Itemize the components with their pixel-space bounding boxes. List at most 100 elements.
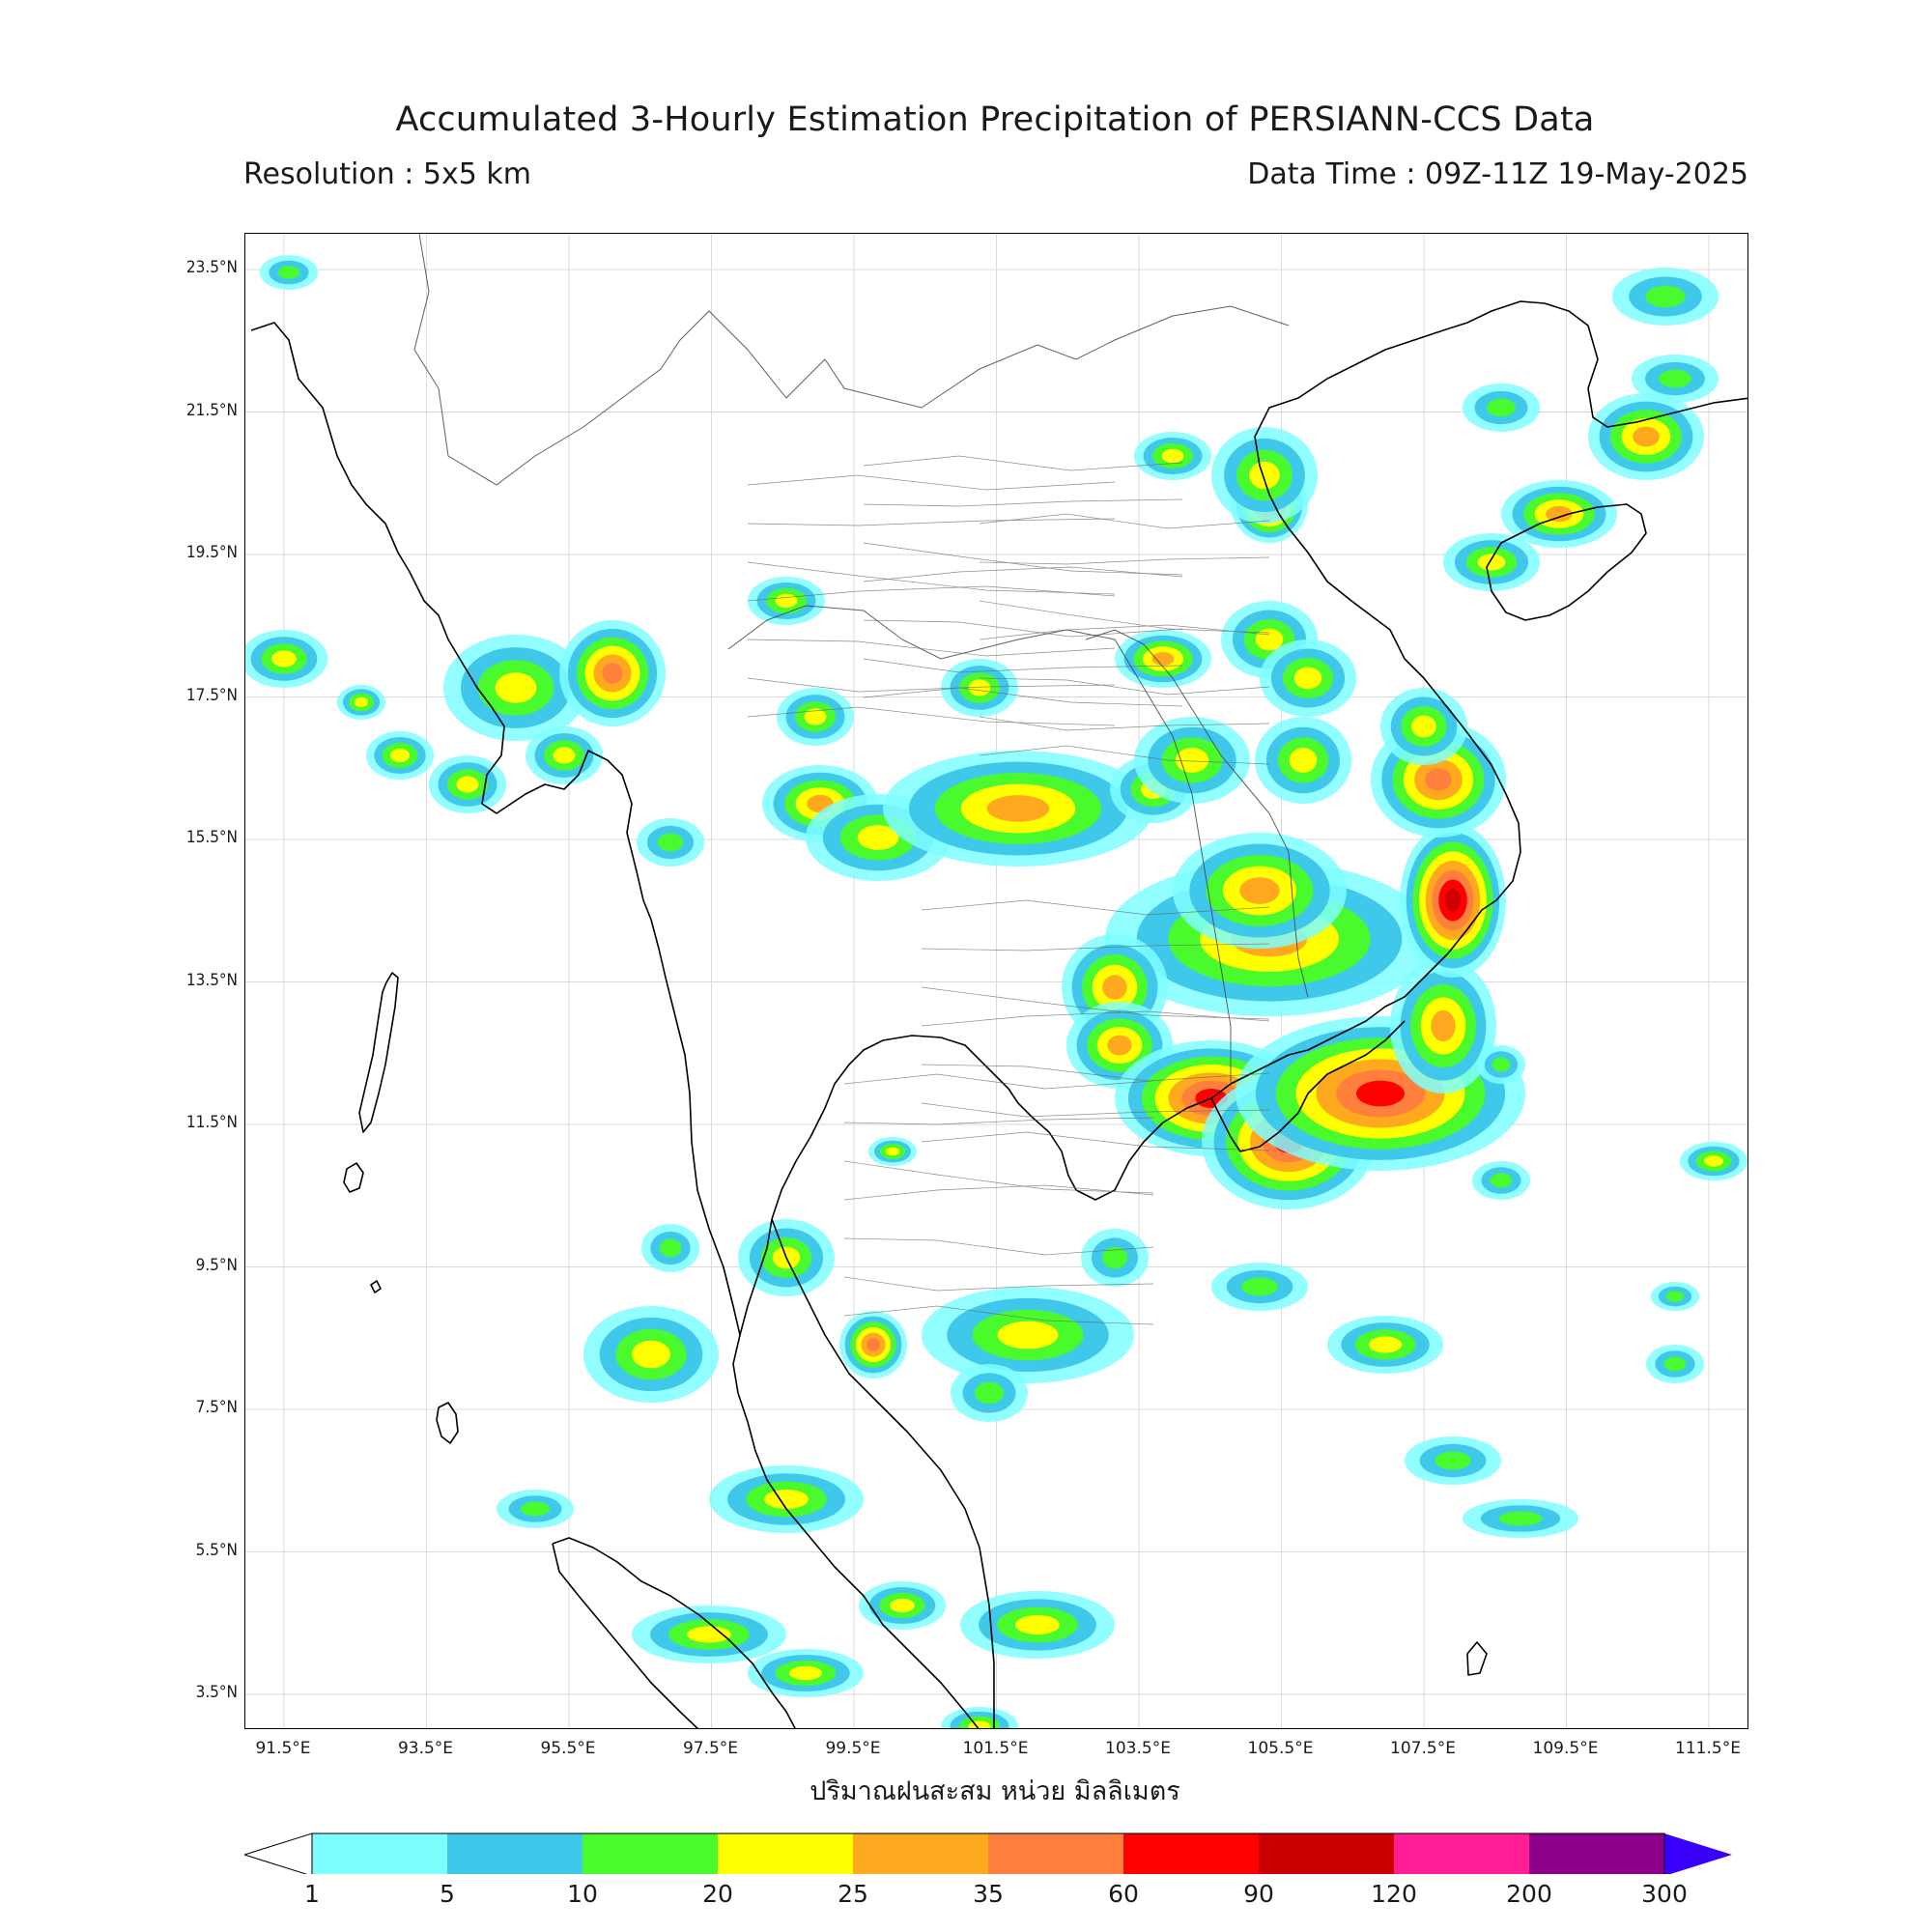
malay-peninsula-west — [732, 1334, 980, 1728]
lon-tick-label: 111.5°E — [1675, 1739, 1741, 1758]
province-line — [747, 561, 1116, 595]
rain-cell — [1175, 748, 1209, 773]
colorbar-swatch — [312, 1833, 447, 1874]
rain-cell — [1665, 1291, 1685, 1302]
border-mekong — [727, 605, 1232, 1084]
colorbar-swatch — [1123, 1833, 1259, 1874]
rain-cell — [553, 747, 576, 764]
rain-cell — [1498, 1511, 1543, 1526]
lon-tick-label: 109.5°E — [1532, 1739, 1599, 1758]
rain-cell — [1101, 1246, 1128, 1269]
colorbar-under-arrow — [244, 1833, 313, 1874]
province-line — [979, 600, 1270, 634]
colorbar-tick-label: 200 — [1506, 1880, 1552, 1908]
lat-tick-label: 13.5°N — [185, 970, 238, 990]
rain-cell — [857, 825, 899, 850]
province-line — [979, 513, 1270, 529]
colorbar-swatch — [1529, 1833, 1664, 1874]
rain-cell — [495, 672, 537, 703]
rain-cell — [986, 795, 1050, 822]
precipitation-field — [245, 255, 1747, 1728]
lat-tick-label: 7.5°N — [195, 1398, 238, 1417]
colorbar-tick-label: 120 — [1371, 1880, 1417, 1908]
province-line — [921, 1131, 1270, 1151]
rain-cell — [1546, 505, 1573, 523]
colorbar-tick-label: 300 — [1641, 1880, 1688, 1908]
province-line — [921, 986, 1270, 1020]
province-line — [747, 639, 1116, 657]
andaman-islands — [358, 972, 399, 1133]
sumatra-north — [552, 1537, 796, 1728]
rain-cell — [1015, 1615, 1060, 1634]
province-line — [979, 677, 1270, 696]
rain-cell — [1255, 628, 1284, 651]
rain-cell — [885, 1147, 900, 1156]
colorbar-swatch — [1259, 1833, 1394, 1874]
rain-cell — [1659, 369, 1691, 388]
rain-cell — [1435, 1451, 1471, 1470]
colorbar-tick-label: 5 — [440, 1880, 455, 1908]
rain-cell — [521, 1501, 550, 1517]
rain-cell — [277, 266, 300, 279]
rain-cell — [1161, 448, 1184, 464]
border-laos-vietnam — [1085, 629, 1309, 998]
province-line — [843, 1117, 1154, 1125]
colorbar-swatch — [718, 1833, 853, 1874]
province-line — [863, 542, 1183, 576]
colorbar-tick-label: 10 — [567, 1880, 598, 1908]
rain-cell — [1239, 877, 1280, 904]
rain-cell — [804, 708, 827, 725]
x-axis-label: ปริมาณฝนสะสม หน่วย มิลลิเมตร — [810, 1776, 1180, 1806]
lon-tick-label: 103.5°E — [1105, 1739, 1171, 1758]
rain-cell — [354, 696, 369, 708]
data-time-label: Data Time : 09Z-11Z 19-May-2025 — [1247, 157, 1748, 191]
colorbar-swatch — [988, 1833, 1123, 1874]
lon-tick-label: 93.5°E — [397, 1739, 454, 1758]
coastlines-and-borders — [250, 300, 1747, 1728]
province-line — [921, 1064, 1270, 1082]
colorbar-swatch — [1394, 1833, 1529, 1874]
colorbar-tick-label: 20 — [702, 1880, 733, 1908]
rain-cell — [1289, 748, 1318, 773]
lat-tick-label: 3.5°N — [195, 1683, 238, 1702]
map-title: Accumulated 3-Hourly Estimation Precipit… — [395, 100, 1595, 139]
lon-tick-label: 91.5°E — [255, 1739, 311, 1758]
country-borders — [413, 234, 1309, 1084]
colorbar-border — [311, 1833, 1665, 1874]
malay-peninsula-east — [771, 1218, 995, 1728]
province-line — [921, 1010, 1270, 1027]
rain-cell — [657, 833, 684, 852]
colorbar-over-arrow — [1664, 1833, 1732, 1874]
colorbar — [244, 1833, 1732, 1874]
province-line — [747, 518, 1116, 526]
lat-tick-label: 11.5°N — [185, 1113, 238, 1132]
small-island — [370, 1280, 382, 1293]
rain-cell — [659, 1238, 682, 1258]
province-line — [747, 585, 1116, 602]
rain-cell — [1487, 398, 1516, 417]
rain-cell — [890, 1598, 915, 1613]
rain-cell — [602, 663, 623, 684]
province-line — [979, 745, 1270, 765]
rain-cell — [1633, 426, 1660, 447]
sumatra-north-2 — [552, 1543, 699, 1728]
thailand-gulf-coast — [739, 1035, 1232, 1336]
province-line — [979, 624, 1270, 640]
mekong-delta — [1210, 1020, 1406, 1152]
rain-cell — [764, 1490, 809, 1509]
colorbar-swatch — [853, 1833, 988, 1874]
rain-cell — [975, 1381, 1004, 1405]
colorbar-tick-label: 35 — [973, 1880, 1004, 1908]
lat-tick-label: 21.5°N — [185, 400, 238, 420]
rain-cell — [1293, 667, 1322, 690]
map-panel — [244, 233, 1748, 1729]
rain-cell — [456, 776, 479, 793]
rain-cell — [1704, 1155, 1723, 1167]
colorbar-swatch — [582, 1833, 718, 1874]
rain-cell — [1249, 461, 1280, 490]
province-line — [921, 1102, 1270, 1118]
province-line — [863, 687, 1183, 707]
lon-tick-label: 95.5°E — [540, 1739, 596, 1758]
province-line — [921, 899, 1270, 916]
lon-tick-label: 101.5°E — [962, 1739, 1029, 1758]
